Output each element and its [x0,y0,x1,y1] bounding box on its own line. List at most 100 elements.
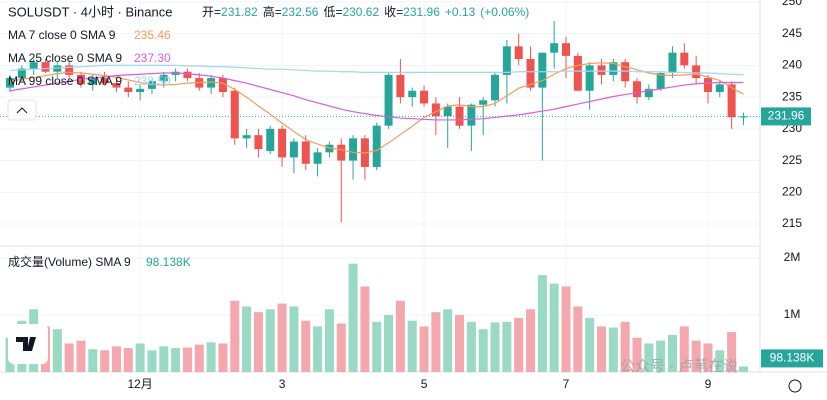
candle-body [514,46,523,60]
header-high-label: 高= [263,4,282,19]
y-tick-label: 220 [782,184,802,198]
volume-bar [691,340,701,372]
candle-body [609,62,618,75]
candle-body [349,138,358,161]
candle-body [668,52,677,73]
candle-body [136,88,145,93]
volume-bar [64,343,74,372]
volume-bar [372,321,382,372]
candle-body [41,62,50,72]
volume-bar [218,343,228,372]
volume-bar [135,343,145,372]
legend: MA 7 close 0 SMA 9 235.46 MA 25 close 0 SM… [8,28,171,88]
volume-bar [490,322,500,372]
volume-bar [76,340,86,372]
header-change-pct: (+0.06%) [480,5,529,19]
header-open: 231.82 [221,5,258,19]
volume-bar [667,334,677,372]
y-tick-label: 225 [782,153,802,167]
candle-body [6,78,14,88]
candle-body [408,90,417,98]
volume-bar [738,366,748,372]
candle-body [597,65,606,75]
volume-title: 成交量(Volume) SMA 9 [8,254,131,269]
candle-body [301,141,310,164]
watermark: 公众号 · 卢苇在说 [620,358,738,375]
candle-body [207,78,216,88]
volume-bar [715,350,725,372]
volume-bar [561,286,571,372]
volume-bar [111,346,121,372]
last-price-box [761,107,811,126]
candle-body [550,43,559,53]
header-low-label: 低= [323,5,342,19]
candle-body [53,65,62,72]
candle-body [538,52,547,88]
x-tick-label: 9 [705,377,712,391]
volume-bar [502,321,512,372]
volume-bar [384,314,394,372]
volume-value: 98.138K [146,255,191,269]
candle-body [242,135,251,139]
volume-bar [537,275,547,372]
volume-bar [52,329,62,372]
candle-body [467,104,476,126]
legend-value: 237.30 [134,51,171,65]
collapse-button[interactable] [7,99,37,121]
volume-bar [348,263,358,372]
volume-bar [100,350,110,372]
header-low: 230.62 [342,5,379,19]
volume-bar [620,321,630,372]
volume-bar [395,300,405,372]
volume-bar [265,309,275,372]
y-tick-label: 235 [782,89,802,103]
volume-bar [242,306,252,372]
candle-body [183,71,192,79]
volume-bar [324,309,334,372]
volume-bar [336,323,346,372]
legend-label: MA 99 close 0 SMA 9 [8,74,122,88]
header-open-label: 开= [202,5,221,19]
candle-body [29,62,38,69]
candle-body [289,141,298,158]
volume-bar [478,329,488,372]
last-volume-label: 98.138K [770,351,815,365]
ma-line [9,62,744,154]
candle-body [431,103,440,117]
price-pane [0,20,760,223]
candle-body [443,106,452,117]
x-tick-label: 3 [279,377,286,391]
header-change: +0.13 [445,5,476,19]
volume-bar [526,309,536,372]
volume-bar [573,306,583,372]
candle-body [420,90,429,104]
volume-bar [644,343,654,372]
volume-bar [431,312,441,372]
candle-body [372,125,381,167]
volume-bar [171,348,181,372]
candle-body [278,128,287,158]
candle-body [384,74,393,126]
volume-bar [703,343,713,372]
volume-bar [585,317,595,372]
legend-label: MA 7 close 0 SMA 9 [8,28,116,42]
volume-bar [182,347,192,372]
y-tick-label: 2M [784,250,801,264]
volume-bar [679,326,689,372]
candle-body [562,43,571,56]
header-close-label: 收= [384,5,403,19]
y-tick-label: 240 [782,58,802,72]
candle-body [715,84,724,93]
candle-body [632,81,641,98]
volume-bar [360,286,370,372]
candle-body [680,52,689,66]
candle-body [230,90,239,139]
overlay: SOLUSDT · 4小时 · Binance 开= 231.82 高= 232.56… [7,4,802,393]
y-tick-label: 250 [782,0,802,8]
settings-icon[interactable] [788,379,802,393]
symbol-title: SOLUSDT · 4小时 · Binance [8,4,172,19]
ma-line [9,72,744,121]
ma-line [9,64,744,76]
candle-body [621,62,630,82]
